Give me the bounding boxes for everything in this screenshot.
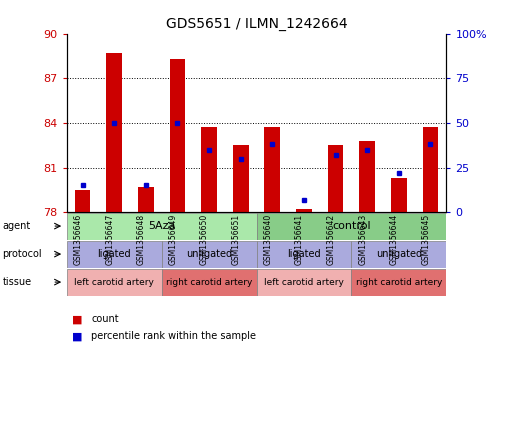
Bar bbox=[256, 269, 351, 296]
Bar bbox=[169, 59, 185, 212]
Bar bbox=[391, 178, 407, 212]
Text: unligated: unligated bbox=[376, 249, 422, 259]
Title: GDS5651 / ILMN_1242664: GDS5651 / ILMN_1242664 bbox=[166, 17, 347, 31]
Text: GSM1356644: GSM1356644 bbox=[390, 214, 399, 266]
Text: ligated: ligated bbox=[97, 249, 131, 259]
Bar bbox=[351, 241, 446, 267]
Text: protocol: protocol bbox=[3, 249, 42, 259]
Text: left carotid artery: left carotid artery bbox=[264, 277, 344, 287]
Text: ligated: ligated bbox=[287, 249, 321, 259]
Text: GSM1356645: GSM1356645 bbox=[422, 214, 430, 266]
Bar bbox=[67, 213, 256, 239]
Bar bbox=[423, 127, 439, 212]
Bar bbox=[74, 190, 90, 212]
Bar bbox=[106, 53, 122, 212]
Text: tissue: tissue bbox=[3, 277, 32, 287]
Bar bbox=[328, 145, 344, 212]
Bar bbox=[264, 127, 280, 212]
Bar bbox=[138, 187, 154, 212]
Text: GSM1356651: GSM1356651 bbox=[232, 214, 241, 265]
Text: count: count bbox=[91, 314, 119, 324]
Bar bbox=[67, 241, 162, 267]
Text: agent: agent bbox=[3, 221, 31, 231]
Text: right carotid artery: right carotid artery bbox=[166, 277, 252, 287]
Bar bbox=[162, 269, 256, 296]
Text: GSM1356641: GSM1356641 bbox=[295, 214, 304, 265]
Text: percentile rank within the sample: percentile rank within the sample bbox=[91, 331, 256, 341]
Text: 5Aza: 5Aza bbox=[148, 221, 175, 231]
Text: right carotid artery: right carotid artery bbox=[356, 277, 442, 287]
Text: GSM1356649: GSM1356649 bbox=[168, 214, 177, 266]
Text: ■: ■ bbox=[72, 314, 82, 324]
Bar bbox=[67, 269, 162, 296]
Text: ■: ■ bbox=[72, 331, 82, 341]
Text: GSM1356647: GSM1356647 bbox=[105, 214, 114, 266]
Text: GSM1356646: GSM1356646 bbox=[73, 214, 83, 266]
Bar bbox=[233, 145, 249, 212]
Text: GSM1356643: GSM1356643 bbox=[358, 214, 367, 266]
Bar bbox=[256, 213, 446, 239]
Text: GSM1356642: GSM1356642 bbox=[327, 214, 336, 265]
Text: GSM1356640: GSM1356640 bbox=[263, 214, 272, 266]
Bar bbox=[351, 269, 446, 296]
Text: GSM1356650: GSM1356650 bbox=[200, 214, 209, 266]
Bar bbox=[162, 241, 256, 267]
Text: unligated: unligated bbox=[186, 249, 232, 259]
Bar bbox=[256, 241, 351, 267]
Text: control: control bbox=[332, 221, 371, 231]
Bar bbox=[359, 141, 375, 212]
Bar bbox=[201, 127, 217, 212]
Text: GSM1356648: GSM1356648 bbox=[137, 214, 146, 265]
Bar bbox=[296, 209, 312, 212]
Text: left carotid artery: left carotid artery bbox=[74, 277, 154, 287]
